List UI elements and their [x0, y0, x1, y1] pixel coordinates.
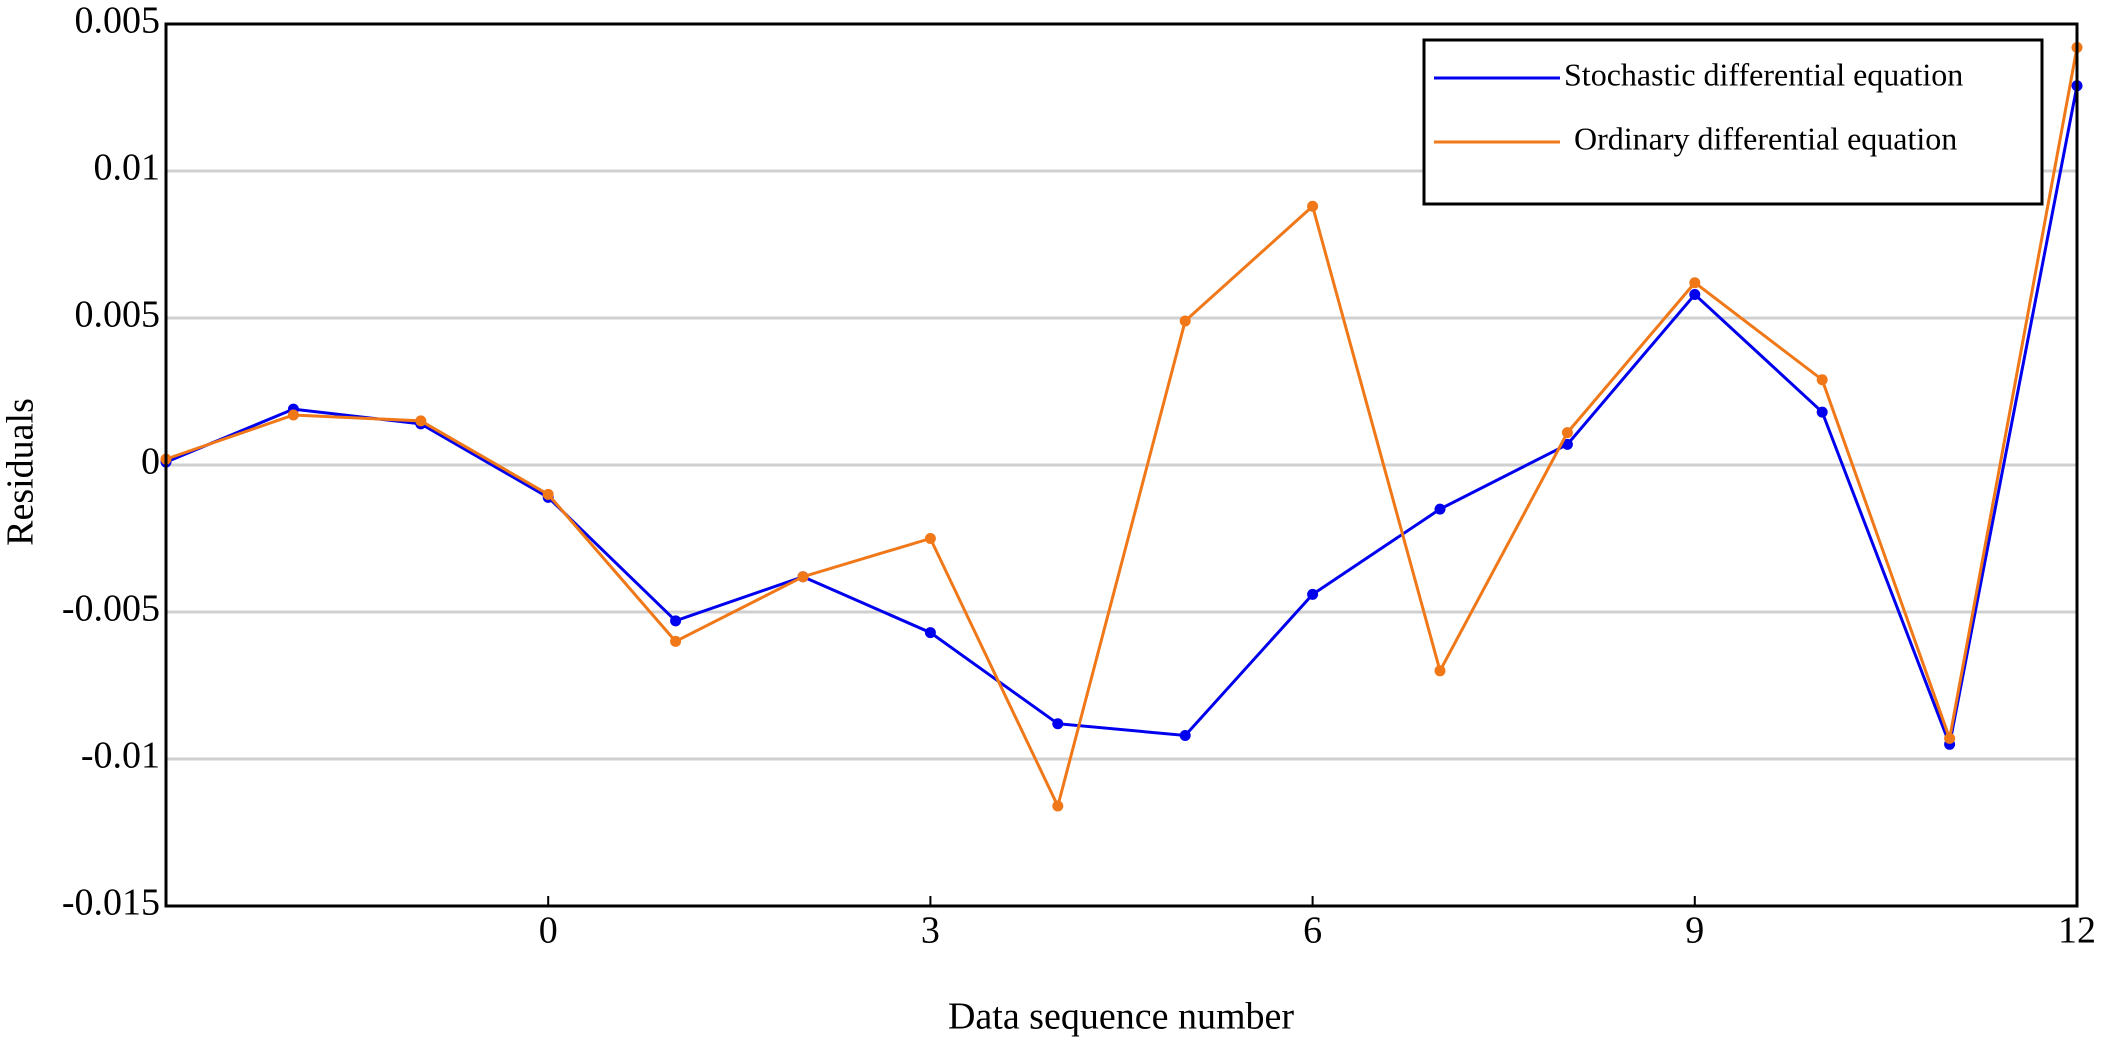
data-point	[287, 409, 299, 421]
y-axis-title: Residuals	[0, 398, 42, 546]
legend-label: Stochastic differential equation	[1564, 56, 1963, 92]
data-point	[924, 627, 936, 639]
x-tick-label: 12	[2058, 910, 2096, 952]
y-tick-label: 0.005	[75, 0, 161, 42]
data-point	[1689, 277, 1701, 289]
data-point	[1179, 729, 1191, 741]
data-point	[1434, 503, 1446, 515]
y-tick-label: -0.01	[81, 735, 160, 777]
x-tick-label: 9	[1685, 910, 1704, 952]
data-point	[1689, 288, 1701, 300]
data-point	[1434, 665, 1446, 677]
y-tick-label: 0	[141, 441, 160, 483]
data-point	[1052, 718, 1064, 730]
data-point	[670, 615, 682, 627]
x-axis-title: Data sequence number	[948, 996, 1294, 1038]
series-line	[165, 85, 2079, 750]
data-point	[415, 415, 427, 427]
data-point	[1561, 438, 1573, 450]
x-tick-label: 0	[539, 910, 558, 952]
plot-frame	[164, 22, 2079, 908]
data-point	[542, 488, 554, 500]
data-point	[1816, 406, 1828, 418]
data-point	[1561, 427, 1573, 439]
x-tick-label: 3	[921, 910, 940, 952]
series-line	[165, 47, 2079, 811]
data-point	[797, 571, 809, 583]
data-point	[1307, 200, 1319, 212]
y-tick-label: 0.01	[94, 147, 161, 189]
data-point	[1179, 315, 1191, 327]
legend-box	[1422, 38, 2044, 206]
data-point	[670, 635, 682, 647]
y-tick-label: 0.005	[75, 294, 161, 336]
data-point	[1052, 800, 1064, 812]
y-tick-label: -0.015	[62, 882, 160, 924]
data-point	[1944, 732, 1956, 744]
data-point	[924, 533, 936, 544]
y-tick-label: -0.005	[62, 588, 160, 630]
legend-label: Ordinary differential equation	[1574, 120, 1957, 156]
x-tick-label: 6	[1303, 910, 1322, 952]
data-point	[1307, 588, 1319, 600]
data-point	[1816, 374, 1828, 386]
